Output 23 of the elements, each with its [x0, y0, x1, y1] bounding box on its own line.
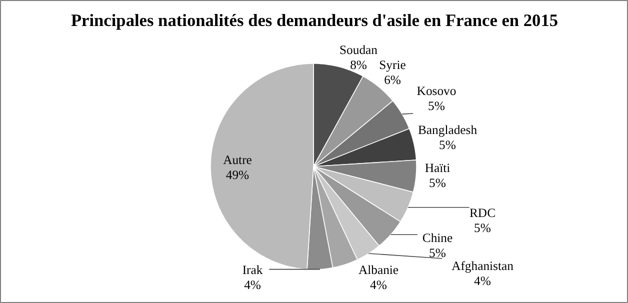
slice-label: Albanie — [358, 262, 399, 277]
slice-label: Bangladesh — [418, 122, 478, 137]
data-label: 5% — [439, 138, 456, 152]
data-label: 49% — [226, 168, 250, 182]
data-label: 5% — [429, 176, 446, 190]
data-label: 8% — [350, 58, 368, 72]
chart-title: Principales nationalités des demandeurs d'asile en France en 2015 — [70, 11, 558, 30]
data-label: 5% — [474, 221, 492, 236]
data-label: 6% — [384, 73, 402, 88]
data-label: 4% — [244, 278, 262, 292]
slice-label: Chine — [422, 230, 453, 245]
slice-label: Kosovo — [416, 84, 456, 98]
data-label: 4% — [370, 278, 388, 292]
slice-label: Afghanistan — [452, 258, 514, 273]
slice-label: Soudan — [340, 42, 378, 57]
slice-label: Syrie — [379, 58, 406, 72]
slice-label: Autre — [223, 152, 252, 167]
data-label: 5% — [428, 99, 446, 114]
slice-label: RDC — [469, 206, 496, 220]
slice-label: Haïti — [424, 160, 451, 175]
data-label: 5% — [429, 246, 446, 260]
slice-label: Irak — [242, 262, 264, 277]
data-label: 4% — [474, 274, 492, 288]
